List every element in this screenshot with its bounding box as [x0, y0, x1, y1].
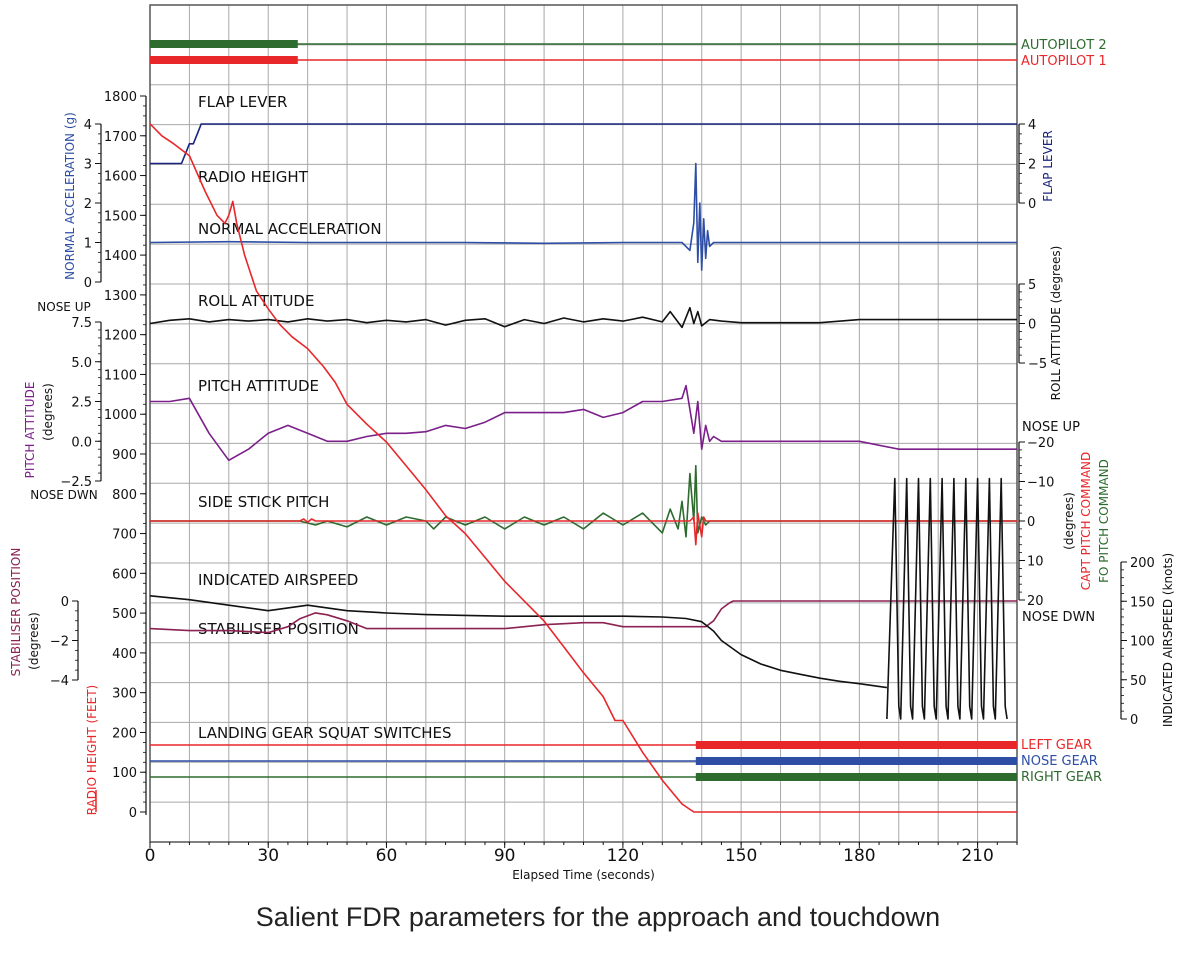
x-axis-label: Elapsed Time (seconds) — [512, 868, 655, 882]
radio-height-tick-label: 600 — [112, 567, 137, 582]
normal-acceleration-tick-label: 2 — [84, 197, 92, 212]
normal-acceleration-tick-label: 0 — [84, 276, 92, 291]
series-indicated-airspeed — [149, 595, 888, 689]
trace-label-radio-height: RADIO HEIGHT — [198, 168, 309, 186]
roll-attitude-tick-label: 0 — [1028, 318, 1036, 333]
flap-lever-axis-label: FLAP LEVER — [1041, 130, 1055, 202]
series-indicated-airspeed-oscillation — [886, 477, 1008, 720]
series-normal-acceleration — [149, 162, 1017, 271]
normal-acceleration-tick-label: 1 — [84, 237, 92, 252]
x-tick-label: 150 — [725, 846, 757, 866]
radio-height-tick-label: 200 — [112, 726, 137, 741]
radio-height-tick-label: 0 — [129, 806, 137, 821]
flap-lever-tick-label: 4 — [1028, 118, 1036, 133]
nose-gear-label: NOSE GEAR — [1021, 754, 1098, 769]
radio-height-tick-label: 400 — [112, 647, 137, 662]
roll-attitude-tick-label: −5 — [1028, 357, 1047, 372]
radio-height-tick-label: 1800 — [104, 90, 137, 105]
series-pitch-attitude — [150, 384, 1017, 462]
right-gear-label: RIGHT GEAR — [1021, 770, 1102, 785]
x-tick-label: 210 — [961, 846, 993, 866]
stick-pitch-unit: (degrees) — [1062, 492, 1076, 550]
airspeed-tick-label: 200 — [1130, 556, 1155, 571]
normal-acceleration-tick-label: 3 — [84, 158, 92, 173]
normal-acceleration-tick-label: 4 — [84, 118, 92, 133]
trace-label-flap-lever: FLAP LEVER — [198, 93, 287, 111]
radio-height-tick-label: 100 — [112, 766, 137, 781]
stabiliser-unit: (degrees) — [27, 612, 41, 670]
radio-height-tick-label: 1000 — [104, 408, 137, 423]
pitch-attitude-tick-label: 2.5 — [71, 396, 92, 411]
radio-height-tick-label: 1400 — [104, 249, 137, 264]
autopilot-1-label: AUTOPILOT 1 — [1021, 54, 1107, 69]
x-tick-label: 60 — [376, 846, 398, 866]
airspeed-tick-label: 100 — [1130, 635, 1155, 650]
fo-pitch-axis-label: FO PITCH COMMAND — [1097, 459, 1111, 583]
x-tick-label: 90 — [494, 846, 516, 866]
x-tick-label: 120 — [607, 846, 639, 866]
x-tick-label: 30 — [257, 846, 279, 866]
radio-height-tick-label: 300 — [112, 687, 137, 702]
stick-nose-down-label: NOSE DWN — [1022, 610, 1095, 625]
airspeed-tick-label: 50 — [1130, 674, 1147, 689]
autopilot-2-label: AUTOPILOT 2 — [1021, 38, 1107, 53]
radio-height-tick-label: 900 — [112, 448, 137, 463]
radio-height-tick-label: 700 — [112, 528, 137, 543]
pitch-nose-down-label: NOSE DWN — [30, 488, 98, 502]
x-tick-label: 180 — [843, 846, 875, 866]
pitch-attitude-unit: (degrees) — [41, 383, 55, 441]
radio-height-tick-label: 800 — [112, 488, 137, 503]
series-radio-height — [149, 123, 1017, 813]
airspeed-tick-label: 0 — [1130, 713, 1138, 728]
stabiliser-tick-label: −2 — [50, 635, 69, 650]
radio-height-tick-label: 1200 — [104, 329, 137, 344]
left-gear-label: LEFT GEAR — [1021, 738, 1092, 753]
pitch-attitude-tick-label: 7.5 — [71, 316, 92, 331]
radio-height-tick-label: 1700 — [104, 130, 137, 145]
stick-nose-up-label: NOSE UP — [1022, 420, 1080, 435]
trace-label-landing-gear-squat-switches: LANDING GEAR SQUAT SWITCHES — [198, 724, 451, 742]
stick-pitch-tick-label: −20 — [1027, 436, 1054, 451]
figure-caption: Salient FDR parameters for the approach … — [255, 902, 941, 932]
pitch-attitude-tick-label: 0.0 — [71, 435, 92, 450]
series-stabiliser-position — [149, 600, 1017, 634]
stabiliser-axis-label: STABILISER POSITION — [9, 548, 23, 677]
radio-height-tick-label: 1100 — [104, 368, 137, 383]
roll-attitude-tick-label: 5 — [1028, 278, 1036, 293]
stick-pitch-tick-label: 0 — [1027, 515, 1035, 530]
stick-pitch-tick-label: 20 — [1027, 594, 1044, 609]
trace-label-roll-attitude: ROLL ATTITUDE — [198, 292, 314, 310]
trace-label-side-stick-pitch: SIDE STICK PITCH — [198, 493, 329, 511]
flap-lever-tick-label: 2 — [1028, 158, 1036, 173]
roll-attitude-axis-label: ROLL ATTITUDE (degrees) — [1049, 246, 1063, 401]
series-flap-lever — [150, 123, 1017, 165]
airspeed-tick-label: 150 — [1130, 595, 1155, 610]
normal-acceleration-axis-label: NORMAL ACCELERATION (g) — [63, 112, 77, 280]
stabiliser-tick-label: −4 — [50, 674, 69, 689]
radio-height-tick-label: 500 — [112, 607, 137, 622]
x-tick-label: 0 — [145, 846, 156, 866]
pitch-attitude-tick-label: −2.5 — [60, 475, 92, 490]
pitch-nose-up-label: NOSE UP — [37, 300, 90, 314]
radio-height-tick-label: 1500 — [104, 209, 137, 224]
capt-pitch-axis-label: CAPT PITCH COMMAND — [1079, 452, 1093, 591]
airspeed-axis-label: INDICATED AIRSPEED (knots) — [1161, 553, 1175, 727]
series-capt-pitch-command — [150, 512, 1017, 546]
stick-pitch-tick-label: −10 — [1027, 476, 1054, 491]
pitch-attitude-tick-label: 5.0 — [71, 356, 92, 371]
trace-label-pitch-attitude: PITCH ATTITUDE — [198, 377, 319, 395]
radio-height-tick-label: 1600 — [104, 170, 137, 185]
trace-label-normal-acceleration: NORMAL ACCELERATION — [198, 220, 382, 238]
stabiliser-tick-label: 0 — [61, 595, 69, 610]
stick-pitch-tick-label: 10 — [1027, 555, 1044, 570]
series-roll-attitude — [149, 306, 1017, 329]
flap-lever-tick-label: 0 — [1028, 197, 1036, 212]
radio-height-axis-label: RADIO HEIGHT (FEET) — [85, 685, 99, 815]
radio-height-tick-label: 1300 — [104, 289, 137, 304]
pitch-attitude-axis-label: PITCH ATTITUDE — [23, 382, 37, 479]
trace-label-indicated-airspeed: INDICATED AIRSPEED — [198, 571, 358, 589]
